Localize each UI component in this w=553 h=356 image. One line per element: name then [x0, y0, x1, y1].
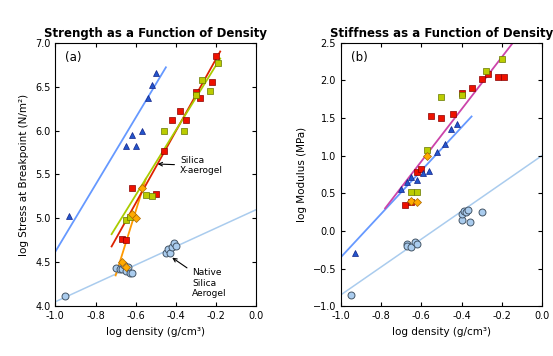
Text: (b): (b) — [351, 51, 368, 64]
X-axis label: log density (g/cm³): log density (g/cm³) — [392, 326, 491, 336]
X-axis label: log density (g/cm³): log density (g/cm³) — [106, 326, 205, 336]
Text: (a): (a) — [65, 51, 82, 64]
Text: Silica
X-aerogel: Silica X-aerogel — [159, 156, 223, 176]
Title: Stiffness as a Function of Density: Stiffness as a Function of Density — [330, 27, 553, 40]
Y-axis label: log Stress at Breakpoint (N/m²): log Stress at Breakpoint (N/m²) — [19, 93, 29, 256]
Title: Strength as a Function of Density: Strength as a Function of Density — [44, 27, 267, 40]
Text: Native
Silica
Aerogel: Native Silica Aerogel — [173, 258, 227, 298]
Y-axis label: log Modulus (MPa): log Modulus (MPa) — [297, 127, 307, 222]
